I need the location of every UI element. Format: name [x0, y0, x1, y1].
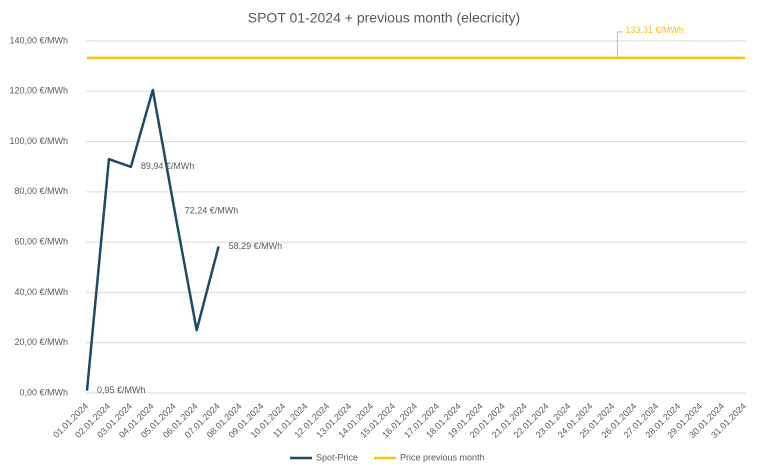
data-label: 58,29 €/MWh	[229, 241, 283, 251]
y-tick-label: 100,00 €/MWh	[9, 136, 68, 146]
data-label: 133,31 €/MWh	[625, 25, 684, 35]
data-label: 89,94 €/MWh	[141, 161, 195, 171]
y-tick-label: 40,00 €/MWh	[14, 287, 68, 297]
legend-label: Price previous month	[400, 452, 485, 462]
legend-label: Spot-Price	[316, 452, 358, 462]
y-tick-label: 120,00 €/MWh	[9, 86, 68, 96]
line-series	[85, 88, 220, 391]
chart-title: SPOT 01-2024 + previous month (elecricit…	[248, 10, 520, 26]
y-tick-label: 20,00 €/MWh	[14, 337, 68, 347]
y-tick-label: 140,00 €/MWh	[9, 35, 68, 45]
y-tick-label: 60,00 €/MWh	[14, 237, 68, 247]
data-label: 0,95 €/MWh	[97, 385, 146, 395]
data-label: 72,24 €/MWh	[185, 206, 239, 216]
y-tick-label: 0,00 €/MWh	[19, 387, 68, 397]
y-tick-label: 80,00 €/MWh	[14, 186, 68, 196]
label-leader	[616, 31, 624, 58]
